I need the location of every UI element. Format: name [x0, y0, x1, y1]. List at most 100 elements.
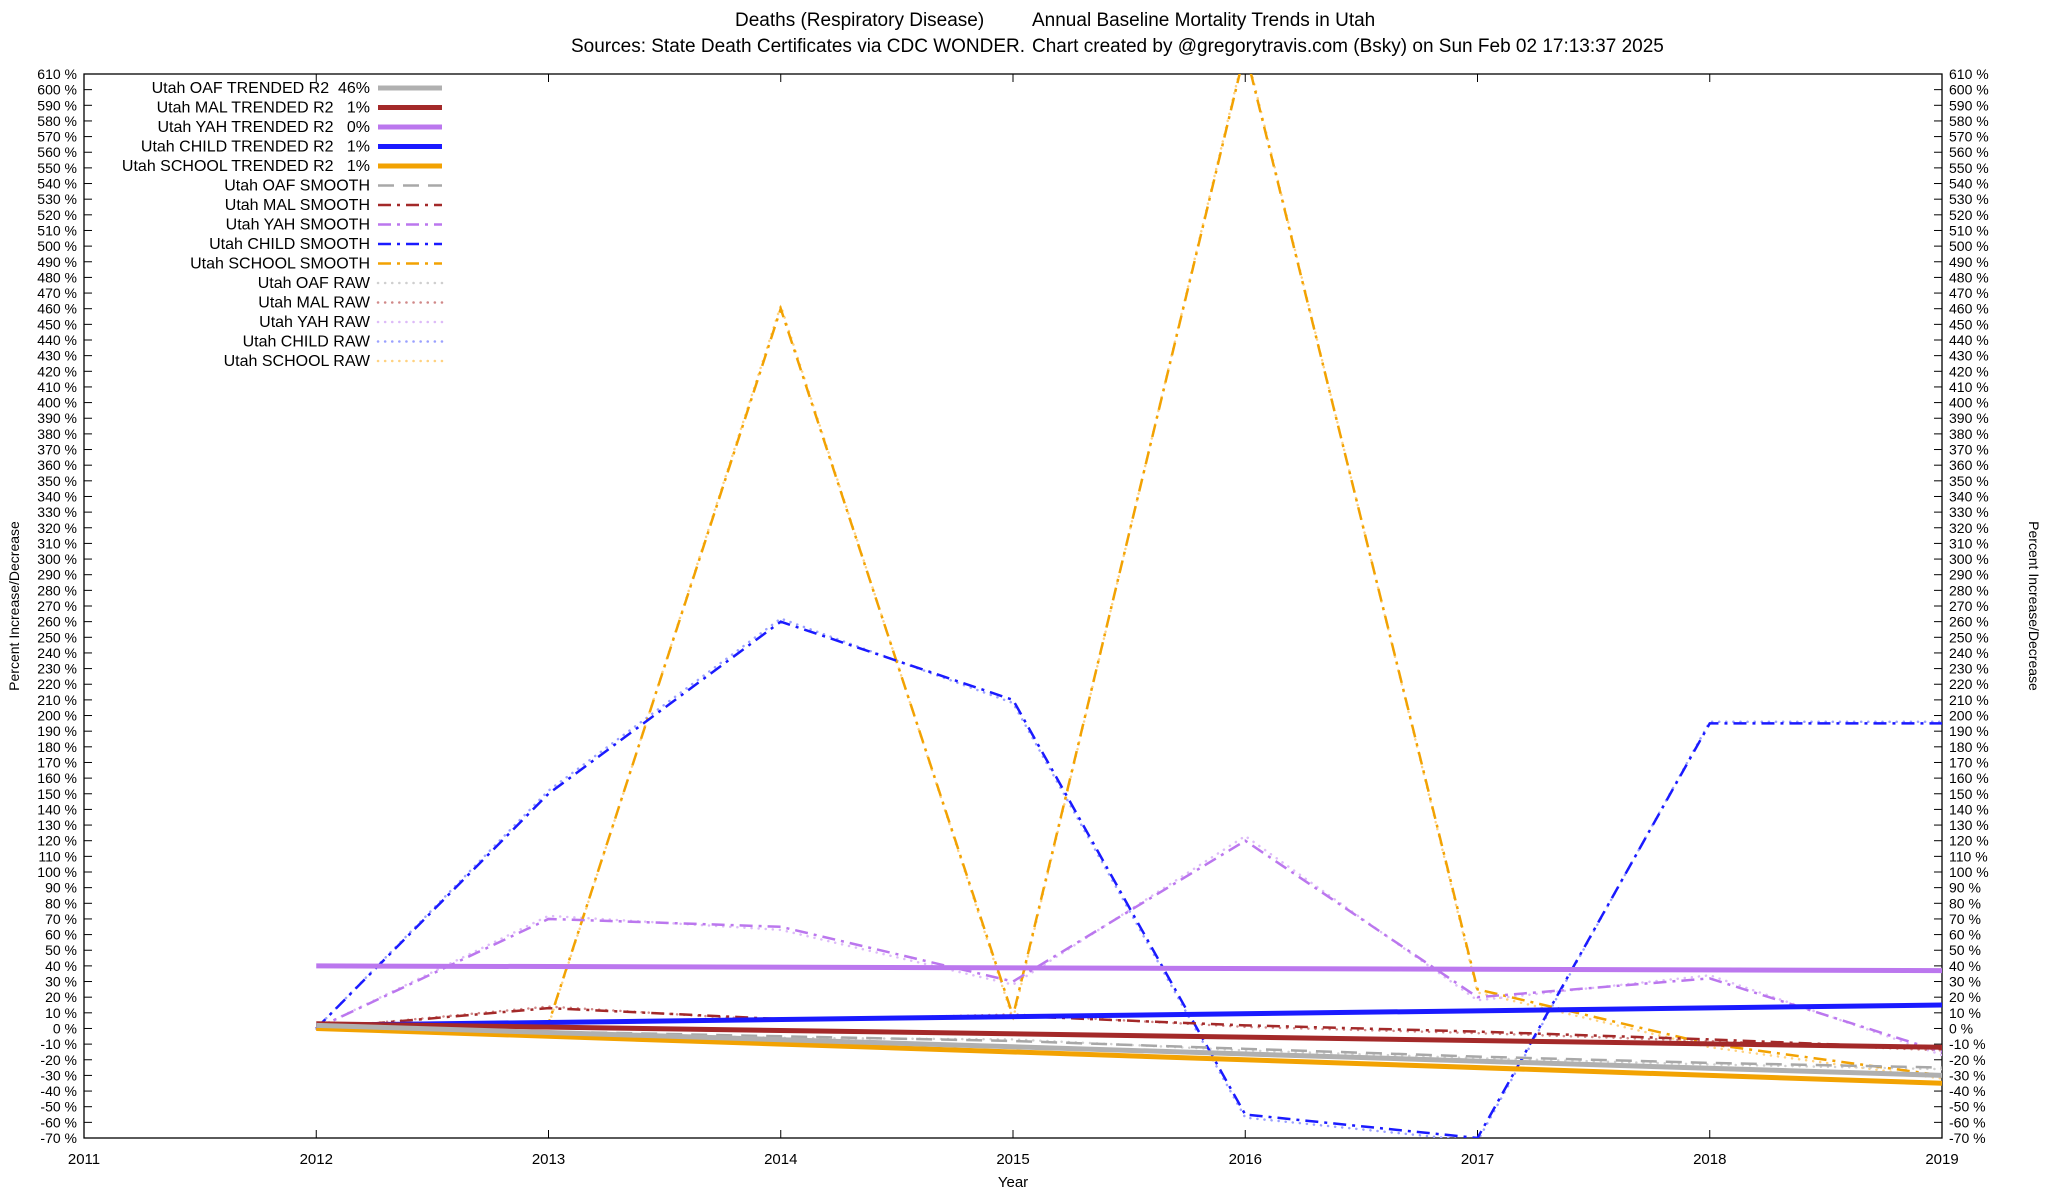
legend-entry-utah-child-trended: Utah CHILD TRENDED R2 1% — [141, 139, 442, 156]
y-tick-label-left: 500 % — [37, 238, 77, 254]
chart-sources-note: Sources: State Death Certificates via CD… — [571, 36, 1026, 57]
y-tick-label-left: 320 % — [37, 520, 77, 536]
legend-entry-utah-school-smooth: Utah SCHOOL SMOOTH — [190, 256, 442, 273]
legend-label: Utah MAL SMOOTH — [225, 197, 370, 214]
series-line-utah-mal-raw — [315, 1005, 1942, 1052]
y-tick-label-right: 30 % — [1949, 974, 1981, 990]
y-tick-label-right: -40 % — [1949, 1083, 1986, 1099]
y-tick-label-right: 530 % — [1949, 191, 1989, 207]
y-tick-label-left: 230 % — [37, 661, 77, 677]
y-tick-label-left: 40 % — [45, 958, 77, 974]
y-tick-label-right: 500 % — [1949, 238, 1989, 254]
y-tick-label-left: 540 % — [37, 176, 77, 192]
series-line-utah-school-smooth — [316, 74, 1942, 1077]
y-tick-label-left: 530 % — [37, 191, 77, 207]
series-line-utah-school-trended — [316, 1025, 1942, 1086]
y-tick-label-left: -10 % — [40, 1036, 77, 1052]
y-tick-label-left: 580 % — [37, 113, 77, 129]
y-tick-label-right: 550 % — [1949, 160, 1989, 176]
y-tick-label-right: 50 % — [1949, 942, 1981, 958]
y-tick-label-left: 140 % — [37, 801, 77, 817]
y-tick-label-right: 460 % — [1949, 301, 1989, 317]
y-tick-label-right: 260 % — [1949, 614, 1989, 630]
y-tick-label-right: 510 % — [1949, 222, 1989, 238]
legend-label: Utah OAF RAW — [258, 275, 371, 292]
y-tick-label-right: -50 % — [1949, 1099, 1986, 1115]
series-group — [315, 74, 1942, 1138]
y-tick-label-left: -40 % — [40, 1083, 77, 1099]
legend-entry-utah-school-raw: Utah SCHOOL RAW — [224, 353, 444, 370]
y-tick-label-left: 50 % — [45, 942, 77, 958]
y-tick-label-left: 380 % — [37, 426, 77, 442]
y-tick-label-right: 350 % — [1949, 473, 1989, 489]
y-tick-label-right: 440 % — [1949, 332, 1989, 348]
legend-entry-utah-school-trended: Utah SCHOOL TRENDED R2 1% — [122, 158, 442, 175]
y-tick-label-left: -70 % — [40, 1130, 77, 1146]
y-tick-label-left: 550 % — [37, 160, 77, 176]
y-tick-label-right: 80 % — [1949, 895, 1981, 911]
y-tick-label-left: 310 % — [37, 535, 77, 551]
y-tick-label-right: 370 % — [1949, 442, 1989, 458]
y-tick-label-right: 360 % — [1949, 457, 1989, 473]
y-tick-label-left: 160 % — [37, 770, 77, 786]
x-tick-label: 2015 — [996, 1151, 1029, 1168]
y-tick-label-left: 200 % — [37, 708, 77, 724]
y-tick-label-right: 580 % — [1949, 113, 1989, 129]
series-line-utah-school-raw — [315, 74, 1942, 1080]
series-line-utah-mal-trended — [316, 1021, 1942, 1050]
y-tick-label-left: 360 % — [37, 457, 77, 473]
legend-label: Utah SCHOOL RAW — [224, 353, 371, 370]
y-tick-label-right: 560 % — [1949, 144, 1989, 160]
chart-title-main: Deaths (Respiratory Disease) — [735, 10, 985, 31]
y-tick-label-right: 190 % — [1949, 723, 1989, 739]
y-tick-label-right: -70 % — [1949, 1130, 1986, 1146]
y-tick-label-left: -50 % — [40, 1099, 77, 1115]
y-tick-label-right: 180 % — [1949, 739, 1989, 755]
y-tick-label-right: 140 % — [1949, 801, 1989, 817]
x-tick-label: 2019 — [1925, 1151, 1958, 1168]
y-tick-label-left: 60 % — [45, 927, 77, 943]
y-tick-label-left: 330 % — [37, 504, 77, 520]
y-tick-label-left: 170 % — [37, 754, 77, 770]
legend-entry-utah-mal-trended: Utah MAL TRENDED R2 1% — [157, 100, 442, 117]
y-tick-label-right: 290 % — [1949, 567, 1989, 583]
y-tick-label-left: 120 % — [37, 833, 77, 849]
series-line-utah-yah-trended — [316, 963, 1942, 974]
y-tick-label-left: 110 % — [38, 848, 77, 864]
y-tick-label-right: 600 % — [1949, 82, 1989, 98]
legend-label: Utah YAH SMOOTH — [226, 217, 370, 234]
y-tick-label-right: 110 % — [1949, 848, 1988, 864]
y-tick-label-left: 610 % — [37, 66, 77, 82]
legend-entry-utah-mal-smooth: Utah MAL SMOOTH — [225, 197, 442, 214]
y-tick-label-right: 340 % — [1949, 488, 1989, 504]
x-tick-label: 2016 — [1229, 1151, 1262, 1168]
series-line-utah-oaf-smooth — [316, 1027, 1942, 1069]
y-tick-label-left: 570 % — [37, 129, 77, 145]
legend-label: Utah MAL RAW — [258, 295, 371, 312]
y-tick-label-left: 290 % — [37, 567, 77, 583]
legend-entry-utah-yah-trended: Utah YAH TRENDED R2 0% — [157, 119, 442, 136]
x-tick-label: 2011 — [68, 1151, 100, 1168]
y-tick-label-right: 100 % — [1949, 864, 1989, 880]
y-tick-label-right: 390 % — [1949, 410, 1989, 426]
y-tick-label-right: 480 % — [1949, 269, 1989, 285]
legend-entry-utah-yah-smooth: Utah YAH SMOOTH — [226, 217, 442, 234]
y-tick-label-left: 370 % — [37, 442, 77, 458]
y-tick-label-right: -30 % — [1949, 1067, 1986, 1083]
legend-entry-utah-child-smooth: Utah CHILD SMOOTH — [209, 236, 442, 253]
y-tick-label-right: -60 % — [1949, 1114, 1986, 1130]
y-tick-label-left: 450 % — [37, 316, 77, 332]
y-tick-label-right: 60 % — [1949, 927, 1981, 943]
x-tick-label: 2012 — [300, 1151, 333, 1168]
y-tick-label-right: 160 % — [1949, 770, 1989, 786]
legend-label: Utah OAF TRENDED R2 46% — [152, 80, 370, 97]
y-tick-label-left: 470 % — [37, 285, 77, 301]
y-tick-label-right: 310 % — [1949, 535, 1989, 551]
y-tick-label-left: -20 % — [40, 1052, 77, 1068]
x-axis-label: Year — [997, 1174, 1029, 1191]
y-tick-label-left: 390 % — [37, 410, 77, 426]
y-axis-label-left: Percent Increase/Decrease — [6, 521, 22, 691]
y-tick-label-left: 70 % — [45, 911, 77, 927]
y-tick-label-right: 0 % — [1949, 1020, 1973, 1036]
